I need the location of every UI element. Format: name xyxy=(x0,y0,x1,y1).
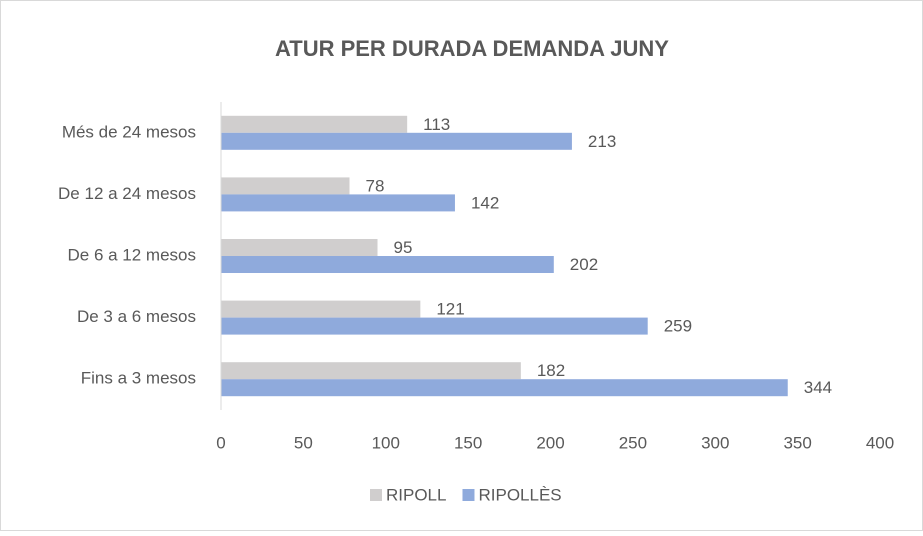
x-tick-label: 0 xyxy=(216,433,225,452)
legend-label: RIPOLL xyxy=(386,485,446,504)
bar xyxy=(221,379,788,397)
bar xyxy=(221,132,572,150)
legend-swatch xyxy=(462,489,475,501)
bar xyxy=(221,362,521,380)
value-label: 113 xyxy=(423,115,450,134)
value-label: 182 xyxy=(537,361,565,380)
bar xyxy=(221,194,455,212)
legend-label: RIPOLLÈS xyxy=(478,485,561,504)
bar xyxy=(221,300,421,318)
value-label: 259 xyxy=(664,317,692,336)
x-tick-label: 300 xyxy=(701,433,729,452)
x-tick-label: 350 xyxy=(783,433,811,452)
x-tick-label: 150 xyxy=(454,433,482,452)
x-tick-label: 100 xyxy=(372,433,400,452)
x-tick-label: 400 xyxy=(866,433,894,452)
y-tick-label: De 12 a 24 mesos xyxy=(58,184,196,203)
legend-swatch xyxy=(370,489,382,501)
y-tick-label: Fins a 3 mesos xyxy=(81,369,196,388)
x-tick-label: 250 xyxy=(619,433,647,452)
value-label: 202 xyxy=(570,255,598,274)
y-tick-label: Més de 24 mesos xyxy=(62,122,196,141)
value-label: 78 xyxy=(366,176,385,195)
value-label: 213 xyxy=(588,132,616,151)
bar xyxy=(221,317,648,335)
y-tick-label: De 3 a 6 mesos xyxy=(77,307,196,326)
value-label: 344 xyxy=(804,378,832,397)
bar xyxy=(221,177,350,195)
bar xyxy=(221,256,554,273)
value-label: 121 xyxy=(436,300,464,319)
value-label: 142 xyxy=(471,193,499,212)
x-tick-label: 200 xyxy=(536,433,564,452)
bar xyxy=(221,239,378,256)
bar xyxy=(221,115,408,133)
y-tick-label: De 6 a 12 mesos xyxy=(67,245,196,264)
x-tick-label: 50 xyxy=(294,433,313,452)
chart-title: ATUR PER DURADA DEMANDA JUNY xyxy=(275,36,669,61)
value-label: 95 xyxy=(394,238,413,257)
